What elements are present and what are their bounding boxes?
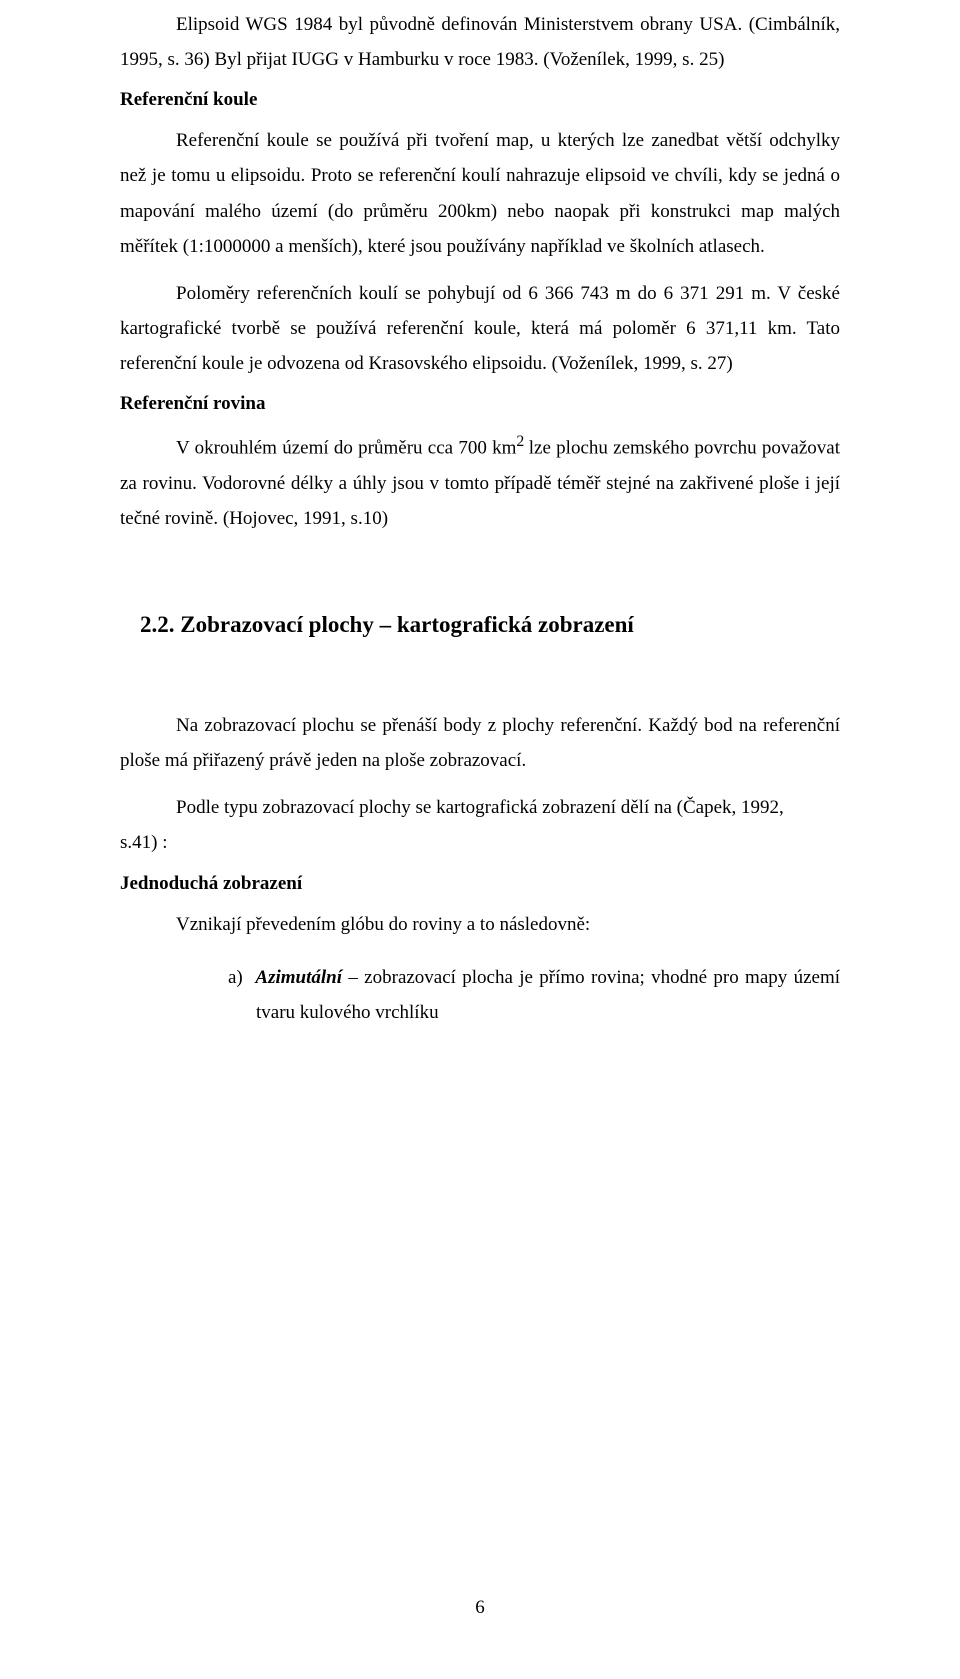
paragraph-rovina: V okrouhlém území do průměru cca 700 km2… (120, 427, 840, 536)
list-term-azimutalni: Azimutální (255, 967, 342, 988)
paragraph-koule-2: Poloměry referenčních koulí se pohybují … (120, 276, 840, 381)
paragraph-wgs1984: Elipsoid WGS 1984 byl původně definován … (120, 7, 840, 77)
section-referencni-rovina: Referenční rovina (120, 393, 840, 415)
paragraph-koule-1: Referenční koule se používá při tvoření … (120, 123, 840, 264)
section-referencni-koule: Referenční koule (120, 89, 840, 111)
page: Elipsoid WGS 1984 byl původně definován … (0, 0, 960, 1679)
heading-2-2: 2.2. Zobrazovací plochy – kartografická … (140, 612, 840, 638)
text-fragment: – zobrazovací plocha je přímo rovina; vh… (256, 967, 840, 1023)
paragraph-jednoducha: Vznikají převedením glóbu do roviny a to… (120, 907, 840, 942)
paragraph-zobrazovaci-2b: s.41) : (120, 825, 840, 860)
paragraph-zobrazovaci-1: Na zobrazovací plochu se přenáší body z … (120, 708, 840, 778)
superscript: 2 (516, 433, 528, 450)
section-jednoducha-zobrazeni: Jednoduchá zobrazení (120, 873, 840, 895)
text-fragment: V okrouhlém území do průměru cca 700 km (176, 438, 516, 459)
paragraph-zobrazovaci-2a: Podle typu zobrazovací plochy se kartogr… (120, 790, 840, 825)
page-number: 6 (0, 1597, 960, 1619)
list-item-a: a) Azimutální – zobrazovací plocha je př… (120, 960, 840, 1030)
list-marker: a) (228, 967, 243, 988)
